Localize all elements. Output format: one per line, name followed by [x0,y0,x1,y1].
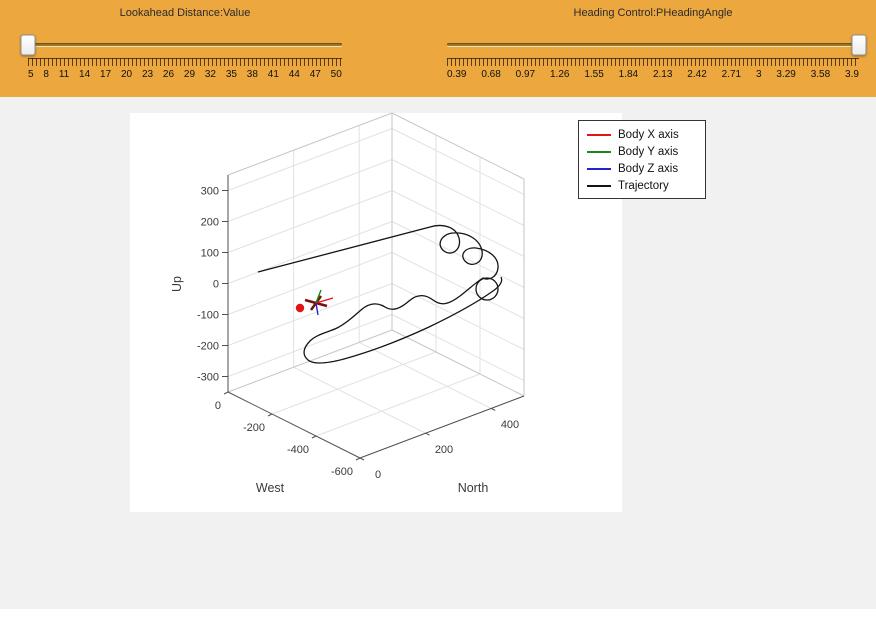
lookahead-slider-title: Lookahead Distance:Value [119,7,251,19]
west-axis-line [227,391,361,459]
body-z-axis-marker [315,302,319,316]
plot-background [130,113,622,512]
up-axis-label: Up [170,276,184,292]
heading-slider-thumb[interactable] [851,34,867,56]
body-x-axis-marker [315,297,334,304]
tick-label: 50 [330,69,342,80]
legend-item[interactable]: Body Y axis [587,143,697,160]
tick-label: 44 [288,69,300,80]
up-tick-label: -300 [197,372,219,384]
grid-lines [227,125,525,437]
trajectory-loop [475,277,499,301]
tick-label: 38 [246,69,258,80]
legend-item[interactable]: Trajectory [587,177,697,194]
lookahead-slider-thumb[interactable] [20,34,36,56]
tick-label: 0.68 [481,69,501,80]
tick-label: 26 [162,69,175,80]
tick-label: 3.29 [776,69,796,80]
tick-label: 23 [141,69,154,80]
heading-slider-title: Heading Control:PHeadingAngle [573,7,733,19]
north-tick-label: 400 [501,419,519,431]
up-tick-label: -100 [197,310,219,322]
figure-area: 300 200 100 0 -100 -200 -300 0 -200 -400… [0,97,876,620]
aircraft-position-dot [295,303,305,313]
up-tick-label: -200 [197,341,219,353]
tick-label: 0.97 [515,69,536,80]
west-tick-labels: 0 -200 -400 -600 [215,400,353,478]
up-tick-label: 300 [201,186,219,198]
lookahead-tick-labels: 5 8 11 14 17 20 23 26 29 32 35 38 41 44 47 50 [28,69,342,80]
bottom-strip [0,609,876,620]
tick-label: 8 [43,69,49,80]
legend-item-label: Body X axis [618,128,679,141]
tick-label: 2.13 [652,69,673,80]
aircraft-marker [295,289,334,316]
legend: Body X axis Body Y axis Body Z axis Traj… [578,120,706,199]
heading-slider[interactable] [447,34,867,56]
body-y-axis-marker [315,289,322,304]
legend-item-label: Trajectory [618,179,669,192]
up-tick-labels: 300 200 100 0 -100 -200 -300 [197,186,219,384]
legend-item-label: Body Z axis [618,162,679,175]
lookahead-slider-track[interactable] [28,43,342,46]
heading-slider-group: Heading Control:PHeadingAngle 0.39 0.68 0.… [447,6,867,80]
tick-label: 47 [309,69,321,80]
legend-line-sample [587,167,611,170]
tick-label: 35 [225,69,237,80]
tick-label: 3.9 [845,69,859,80]
legend-item-label: Body Y axis [618,145,679,158]
heading-tick-labels: 0.39 0.68 0.97 1.26 1.55 1.84 2.13 2.42 2.71 3 3.2… [447,69,859,80]
west-tick-label: 0 [215,400,221,412]
plot-3d: 300 200 100 0 -100 -200 -300 0 -200 -400… [130,112,622,512]
tick-label: 29 [183,69,196,80]
tick-label: 1.55 [584,69,604,80]
west-tick-label: -200 [243,422,265,434]
tick-label: 1.84 [618,69,639,80]
tick-label: 3.58 [810,69,831,80]
west-tick-label: -400 [287,444,309,456]
tick-label: 5 [28,69,34,80]
tick-label: 3 [755,69,762,80]
tick-label: 17 [100,69,112,80]
trajectory-path [257,224,503,364]
legend-item[interactable]: Body Z axis [587,160,697,177]
lookahead-slider-ruler [28,58,342,66]
box-edges [227,112,525,397]
legend-item[interactable]: Body X axis [587,126,697,143]
tick-label: 1.26 [549,69,570,80]
north-tick-labels: 0 200 400 [375,419,519,481]
tick-label: 2.71 [721,69,742,80]
heading-slider-track[interactable] [447,43,859,46]
legend-line-sample [587,150,611,153]
up-tick-label: 200 [201,217,219,229]
heading-slider-ruler [447,58,859,66]
legend-line-sample [587,184,611,187]
tick-label: 14 [79,69,91,80]
axis-lines [222,175,525,461]
tick-label: 32 [204,69,216,80]
lookahead-slider-group: Lookahead Distance:Value 5 8 11 14 17 20 23 26 2… [20,6,342,80]
tick-label: 41 [267,69,279,80]
up-tick-label: 100 [201,248,219,260]
legend-line-sample [587,133,611,136]
north-axis-line [359,395,525,459]
lookahead-slider[interactable] [20,34,342,56]
north-tick-label: 0 [375,469,381,481]
slider-panel: Lookahead Distance:Value 5 8 11 14 17 20 23 26 2… [0,0,876,98]
west-axis-label: West [256,481,285,495]
north-axis-label: North [458,481,489,495]
tick-label: 2.42 [687,69,707,80]
tick-label: 11 [58,69,70,80]
tick-label: 0.39 [447,69,467,80]
tick-label: 20 [120,69,133,80]
up-tick-label: 0 [213,279,219,291]
north-tick-label: 200 [435,444,453,456]
west-tick-label: -600 [331,466,353,478]
